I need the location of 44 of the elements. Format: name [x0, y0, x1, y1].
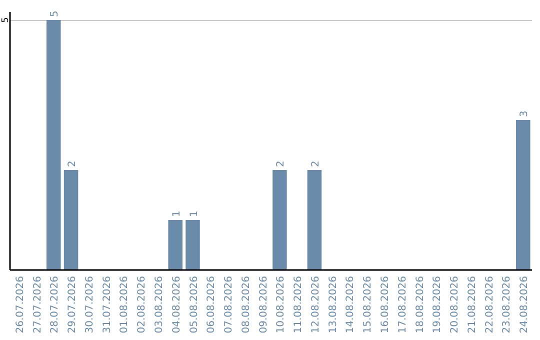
x-tick-label: 12.08.2026 [310, 276, 322, 334]
data-label: 3 [519, 110, 530, 117]
x-tick-label: 14.08.2026 [345, 276, 356, 334]
bar [46, 20, 61, 270]
x-tick-label: 08.08.2026 [240, 276, 252, 334]
x-tick-label: 10.08.2026 [276, 276, 287, 334]
data-label: 2 [67, 160, 78, 167]
x-tick-label: 21.08.2026 [466, 276, 478, 334]
x-tick-label: 29.07.2026 [67, 276, 78, 334]
bar [272, 170, 287, 270]
x-tick-label: 17.08.2026 [397, 276, 408, 334]
data-label: 5 [50, 10, 61, 17]
x-tick-label: 02.08.2026 [136, 276, 148, 334]
bar [516, 120, 530, 270]
x-tick-label: 27.07.2026 [32, 276, 44, 334]
x-tick-label: 19.08.2026 [432, 276, 444, 334]
data-label: 1 [188, 210, 200, 217]
x-tick-label: 16.08.2026 [380, 276, 392, 334]
x-tick-label: 18.08.2026 [414, 276, 426, 334]
data-label: 1 [171, 210, 182, 217]
x-tick-label: 15.08.2026 [362, 276, 374, 334]
bar [186, 220, 200, 270]
x-tick-label: 23.08.2026 [502, 276, 513, 334]
x-tick-label: 28.07.2026 [50, 276, 61, 334]
x-tick-label: 11.08.2026 [293, 276, 304, 334]
x-tick-label: 06.08.2026 [206, 276, 218, 334]
x-tick-label: 07.08.2026 [224, 276, 235, 334]
x-tick-label: 03.08.2026 [154, 276, 165, 334]
data-label: 2 [276, 160, 287, 167]
x-tick-label: 05.08.2026 [188, 276, 200, 334]
bar [307, 170, 322, 270]
bar [168, 220, 182, 270]
x-tick-label: 31.07.2026 [102, 276, 113, 334]
x-tick-label: 20.08.2026 [450, 276, 461, 334]
x-tick-label: 04.08.2026 [171, 276, 182, 334]
x-tick-label: 22.08.2026 [484, 276, 496, 334]
x-tick-label: 01.08.2026 [119, 276, 130, 334]
x-tick-label: 30.07.2026 [84, 276, 96, 334]
x-tick-label: 24.08.2026 [519, 276, 530, 334]
bar [64, 170, 78, 270]
x-tick-label: 09.08.2026 [258, 276, 270, 334]
data-label: 2 [310, 160, 322, 167]
x-tick-label: 13.08.2026 [328, 276, 339, 334]
x-tick-label: 26.07.2026 [14, 276, 26, 334]
